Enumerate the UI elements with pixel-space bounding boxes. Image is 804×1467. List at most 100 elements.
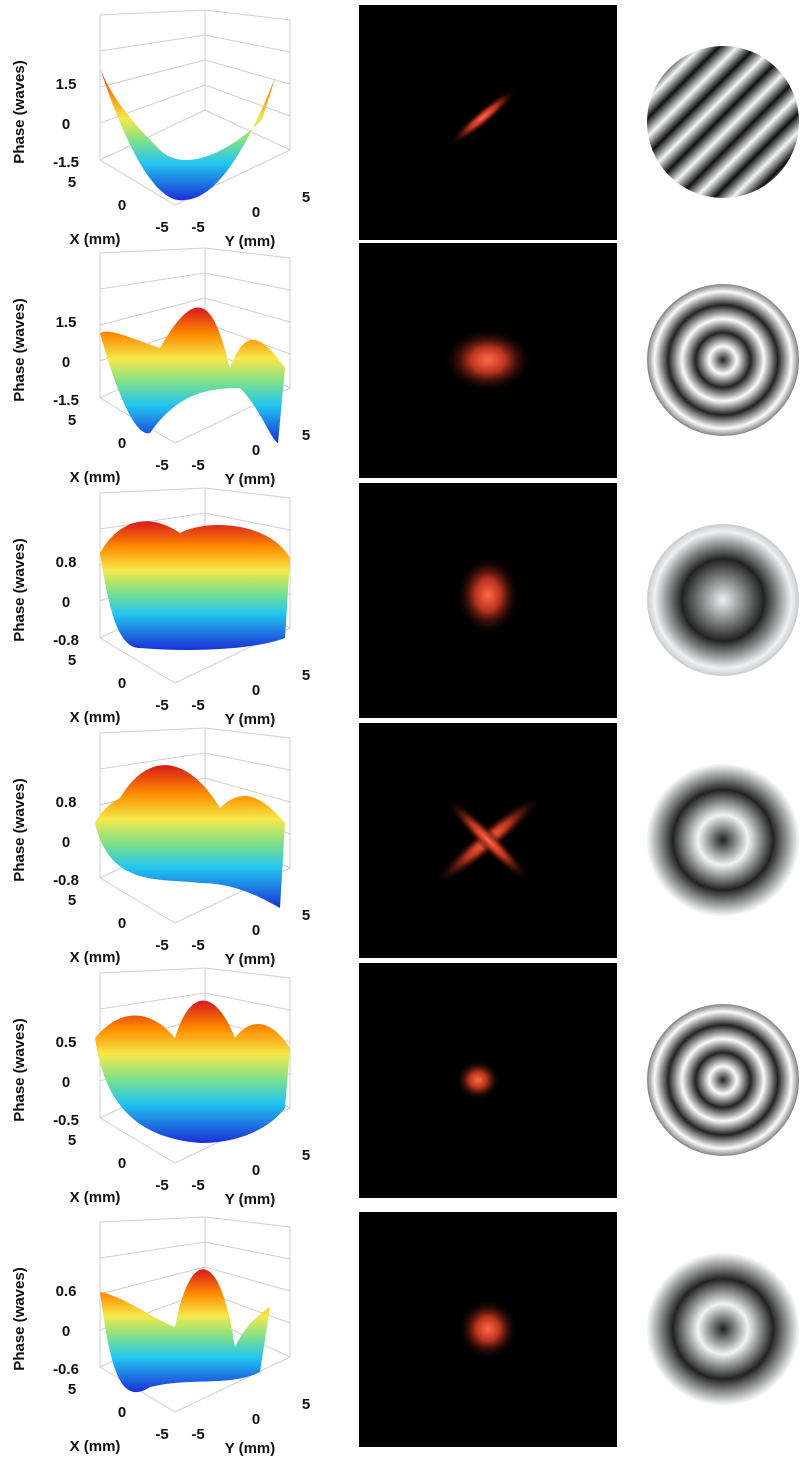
x-axis-label: X (mm) (70, 1189, 121, 1206)
panel-row: Phase (waves) 0.8 0 -0.8 5 0 -5 -5 0 5 X (mm) Y (mm… (11, 723, 799, 968)
axis-line (100, 1217, 205, 1222)
grid-line (100, 35, 205, 51)
y-tick-label: 0 (252, 442, 260, 459)
y-tick-label: -5 (191, 697, 204, 714)
interferogram (647, 764, 799, 916)
interferogram (647, 1004, 799, 1156)
x-tick-label: 5 (68, 412, 76, 429)
grid-line (205, 273, 290, 290)
x-tick-label: -5 (155, 1177, 168, 1194)
z-tick-label: 0.8 (56, 794, 77, 811)
psf-spot (456, 1060, 500, 1100)
axis-line (205, 968, 290, 978)
grid-line (205, 753, 290, 770)
axis-line (100, 878, 175, 923)
z-tick-label: -0.8 (53, 632, 79, 649)
y-tick-label: 5 (302, 1396, 310, 1413)
x-tick-label: -5 (155, 457, 168, 474)
x-tick-label: 5 (68, 174, 76, 191)
x-tick-label: -5 (155, 697, 168, 714)
phase-surface (100, 308, 285, 443)
x-tick-label: 0 (118, 1155, 126, 1172)
psf-spot (458, 1299, 518, 1359)
y-axis-label: Y (mm) (225, 1440, 276, 1457)
grid-line (205, 85, 290, 116)
y-axis-label: Y (mm) (225, 1191, 276, 1208)
x-axis-label: X (mm) (70, 1438, 121, 1455)
z-tick-label: 0 (62, 354, 70, 371)
z-tick-label: 0.6 (56, 1283, 77, 1300)
axis-line (100, 10, 205, 15)
z-tick-label: -0.6 (53, 1361, 79, 1378)
axis-line (205, 728, 290, 738)
y-tick-label: -5 (191, 937, 204, 954)
y-axis-label: Y (mm) (225, 951, 276, 968)
y-axis-label: Y (mm) (225, 233, 276, 250)
figure: Phase (waves) 1.5 0 -1.5 5 0 -5 -5 0 5 X (mm) Y (mm… (0, 0, 804, 1462)
interferogram (647, 1253, 799, 1405)
x-tick-label: 0 (118, 1404, 126, 1421)
x-tick-label: 0 (118, 915, 126, 932)
x-tick-label: -5 (155, 937, 168, 954)
x-tick-label: 0 (118, 435, 126, 452)
grid-line (100, 993, 205, 1009)
y-tick-label: 5 (302, 1147, 310, 1164)
panel-row: Phase (waves)1.50-1.550-5-505X (mm)Y (mm… (11, 243, 799, 488)
z-tick-label: 0 (62, 594, 70, 611)
grid-line (100, 60, 205, 87)
z-tick-label: -1.5 (53, 154, 79, 171)
y-tick-label: 5 (302, 667, 310, 684)
axis-line (205, 488, 290, 498)
z-axis-label: Phase (waves) (11, 1018, 28, 1121)
z-axis-label: Phase (waves) (11, 538, 28, 641)
z-tick-label: 0.8 (56, 554, 77, 571)
interferogram (647, 46, 799, 198)
grid-line (100, 753, 205, 769)
z-tick-label: -0.8 (53, 872, 79, 889)
phase-surface (100, 521, 290, 650)
grid-line (205, 993, 290, 1010)
z-tick-label: 0 (62, 116, 70, 133)
y-tick-label: -5 (191, 1177, 204, 1194)
axis-line (100, 728, 205, 733)
psf-spot (443, 328, 533, 392)
phase-surface (95, 1001, 290, 1144)
interferogram (647, 284, 799, 436)
z-tick-label: -0.5 (53, 1112, 79, 1129)
phase-surface (95, 765, 285, 908)
y-tick-label: 0 (252, 922, 260, 939)
psf-spot (456, 555, 520, 635)
x-tick-label: 0 (118, 675, 126, 692)
grid-line (205, 1242, 290, 1259)
axis-line (205, 10, 290, 20)
x-tick-label: 5 (68, 892, 76, 909)
grid-line (205, 35, 290, 52)
axis-line (100, 248, 205, 253)
y-tick-label: 0 (252, 682, 260, 699)
z-axis-label: Phase (waves) (11, 298, 28, 401)
x-axis-label: X (mm) (70, 231, 121, 248)
y-tick-label: 0 (252, 204, 260, 221)
z-tick-label: 0 (62, 834, 70, 851)
z-axis-label: Phase (waves) (11, 778, 28, 881)
y-tick-label: 5 (302, 189, 310, 206)
z-tick-label: 0 (62, 1323, 70, 1340)
z-tick-label: 0.5 (56, 1034, 77, 1051)
interferogram (647, 524, 799, 676)
grid-line (100, 273, 205, 289)
x-axis-label: X (mm) (70, 949, 121, 966)
z-tick-label: 1.5 (56, 76, 77, 93)
y-axis-label: Y (mm) (225, 471, 276, 488)
z-tick-label: 1.5 (56, 314, 77, 331)
panel-row: Phase (waves)0.80-0.850-5-505X (mm)Y (mm… (11, 483, 799, 728)
grid-line (100, 1242, 205, 1258)
y-tick-label: 5 (302, 907, 310, 924)
y-tick-label: 0 (252, 1411, 260, 1428)
y-tick-label: 5 (302, 427, 310, 444)
phase-surface (100, 68, 275, 200)
y-tick-label: -5 (191, 219, 204, 236)
y-tick-label: 0 (252, 1162, 260, 1179)
y-axis-label: Y (mm) (225, 711, 276, 728)
